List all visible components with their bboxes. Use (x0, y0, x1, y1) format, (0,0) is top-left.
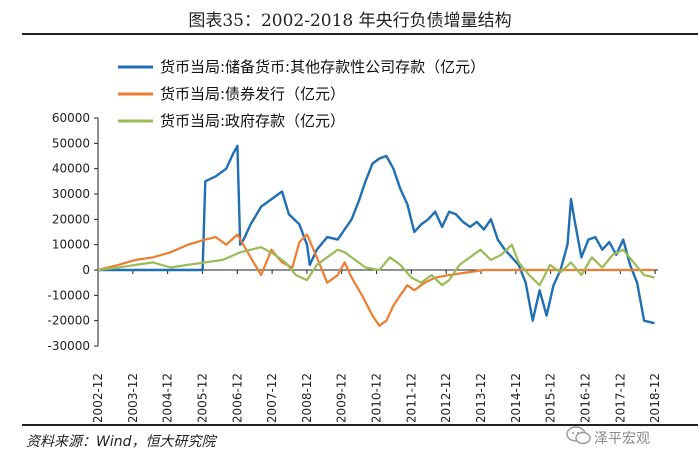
legend: 货币当局:储备货币:其他存款性公司存款（亿元） 货币当局:债券发行（亿元） 货币… (118, 58, 485, 130)
x-axis: 2002-12 2003-12 2004-12 2005-12 2006-12 2007-… (91, 269, 662, 422)
line-chart: 货币当局:储备货币:其他存款性公司存款（亿元） 货币当局:债券发行（亿元） 货币… (47, 58, 662, 422)
y-tick-label: 60000 (52, 111, 90, 125)
legend-label-series3: 货币当局:政府存款（亿元） (160, 112, 345, 130)
y-axis: 60000 50000 40000 30000 20000 10000 0 -10000 -20… (47, 111, 99, 353)
source-note: 资料来源：Wind，恒大研究院 (26, 434, 216, 450)
chart-title: 图表35：2002-2018 年央行负债增量结构 (188, 11, 512, 31)
y-tick-label: -20000 (47, 314, 90, 328)
series-line-1 (98, 144, 655, 325)
x-tick-label: 2016-12 (578, 373, 592, 422)
title-rule (22, 33, 698, 35)
x-tick-label: 2011-12 (404, 373, 418, 422)
x-tick-label: 2015-12 (544, 373, 558, 422)
x-tick-label: 2010-12 (370, 373, 384, 422)
x-tick-label: 2002-12 (91, 373, 105, 422)
x-tick-label: 2012-12 (439, 373, 453, 422)
y-tick-label: 20000 (52, 212, 90, 226)
x-tick-label: 2003-12 (126, 373, 140, 422)
watermark-text: 泽平宏观 (594, 431, 650, 447)
x-tick-label: 2004-12 (161, 373, 175, 422)
x-tick-label: 2018-12 (648, 373, 662, 422)
series-line-3 (97, 243, 655, 287)
x-tick-label: 2014-12 (509, 373, 523, 422)
series-line-2 (97, 233, 655, 327)
y-tick-label: -30000 (47, 339, 90, 353)
legend-label-series2: 货币当局:债券发行（亿元） (160, 85, 345, 103)
x-tick-label: 2009-12 (335, 373, 349, 422)
y-tick-label: 30000 (52, 187, 90, 201)
y-tick-label: 50000 (52, 136, 90, 150)
footer-rule (22, 424, 698, 426)
y-tick-label: 10000 (52, 238, 90, 252)
wechat-bubble-icon (566, 426, 591, 445)
y-tick-label: -10000 (47, 288, 90, 302)
y-tick-label: 40000 (52, 162, 90, 176)
x-tick-label: 2013-12 (474, 373, 488, 422)
legend-label-series1: 货币当局:储备货币:其他存款性公司存款（亿元） (160, 58, 485, 76)
x-tick-label: 2005-12 (195, 373, 209, 422)
x-tick-label: 2006-12 (230, 373, 244, 422)
x-tick-label: 2008-12 (300, 373, 314, 422)
x-tick-label: 2007-12 (265, 373, 279, 422)
y-tick-label: 0 (82, 263, 90, 277)
plot-area (97, 144, 655, 327)
x-tick-label: 2017-12 (613, 373, 627, 422)
